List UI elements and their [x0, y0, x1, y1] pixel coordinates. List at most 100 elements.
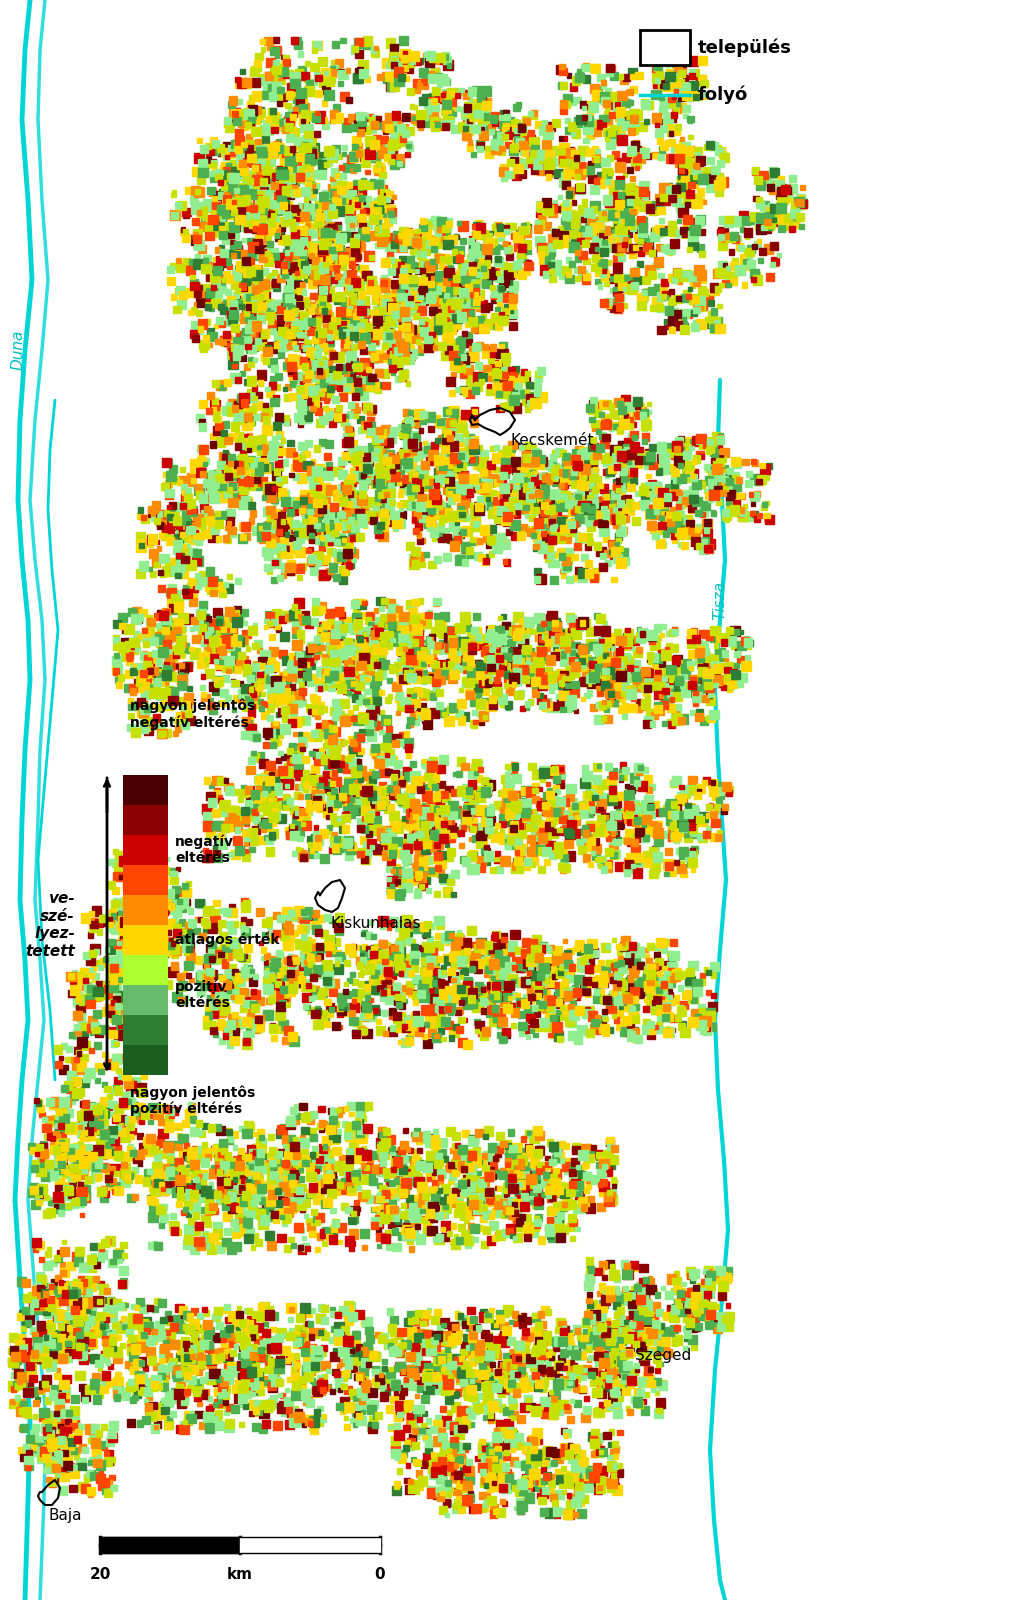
Bar — [726, 478, 733, 485]
Bar — [451, 339, 455, 344]
Bar — [610, 72, 617, 80]
Bar — [390, 139, 396, 146]
Bar — [74, 1427, 79, 1432]
Bar — [507, 1163, 512, 1168]
Bar — [497, 491, 503, 498]
Bar — [480, 949, 485, 954]
Bar — [117, 1323, 121, 1326]
Bar — [95, 1430, 102, 1437]
Bar — [327, 234, 336, 243]
Bar — [484, 782, 492, 790]
Bar — [326, 979, 334, 987]
Bar — [603, 456, 608, 462]
Bar — [323, 654, 332, 664]
Bar — [673, 512, 681, 520]
Bar — [499, 1445, 504, 1451]
Bar — [218, 680, 223, 685]
Bar — [546, 533, 553, 541]
Bar — [614, 966, 623, 974]
Bar — [208, 203, 215, 211]
Bar — [227, 187, 231, 190]
Bar — [629, 456, 634, 462]
Bar — [233, 208, 241, 216]
Bar — [544, 678, 551, 686]
Bar — [275, 814, 282, 821]
Bar — [602, 269, 606, 274]
Bar — [600, 246, 608, 253]
Bar — [287, 126, 292, 133]
Bar — [709, 322, 715, 328]
Bar — [220, 637, 229, 646]
Bar — [511, 403, 521, 413]
Bar — [678, 986, 683, 990]
Bar — [318, 374, 326, 382]
Bar — [228, 184, 236, 190]
Bar — [383, 744, 391, 752]
Bar — [380, 458, 389, 467]
Bar — [329, 570, 333, 574]
Bar — [387, 1309, 393, 1315]
Bar — [188, 920, 196, 926]
Bar — [605, 274, 611, 280]
Bar — [614, 802, 622, 808]
Bar — [171, 190, 176, 194]
Bar — [589, 122, 596, 128]
Bar — [462, 1130, 469, 1138]
Bar — [515, 130, 522, 136]
Bar — [616, 950, 623, 955]
Bar — [660, 466, 669, 474]
Bar — [485, 238, 495, 246]
Bar — [610, 507, 616, 514]
Bar — [413, 1178, 421, 1186]
Bar — [93, 1106, 102, 1114]
Bar — [698, 174, 709, 184]
Bar — [488, 994, 494, 998]
Bar — [577, 958, 587, 968]
Bar — [538, 246, 547, 256]
Bar — [426, 1429, 430, 1434]
Bar — [373, 330, 382, 339]
Bar — [531, 1349, 539, 1357]
Bar — [615, 510, 623, 517]
Bar — [401, 654, 411, 664]
Bar — [80, 1352, 87, 1360]
Bar — [392, 952, 400, 960]
Bar — [543, 1006, 549, 1013]
Bar — [580, 621, 586, 626]
Bar — [240, 371, 245, 376]
Bar — [249, 106, 254, 110]
Bar — [421, 640, 426, 645]
Bar — [638, 765, 643, 770]
Bar — [624, 1294, 634, 1304]
Bar — [331, 229, 338, 237]
Bar — [444, 1480, 451, 1486]
Bar — [358, 973, 362, 976]
Bar — [664, 294, 669, 299]
Bar — [110, 1178, 116, 1184]
Bar — [428, 1467, 434, 1474]
Bar — [467, 637, 476, 646]
Bar — [293, 1342, 298, 1347]
Bar — [117, 994, 127, 1005]
Bar — [221, 1344, 230, 1352]
Bar — [471, 1350, 479, 1358]
Bar — [451, 978, 456, 982]
Bar — [67, 1464, 74, 1472]
Bar — [462, 683, 466, 686]
Bar — [282, 1198, 286, 1202]
Bar — [255, 675, 262, 683]
Bar — [202, 526, 207, 531]
Bar — [271, 299, 280, 307]
Bar — [472, 85, 482, 96]
Bar — [737, 512, 743, 517]
Bar — [416, 517, 426, 526]
Bar — [572, 1450, 577, 1454]
Bar — [488, 998, 496, 1005]
Bar — [601, 98, 609, 104]
Bar — [493, 1451, 499, 1458]
Bar — [85, 1262, 92, 1269]
Bar — [313, 1152, 318, 1157]
Bar — [534, 1374, 540, 1379]
Bar — [587, 403, 594, 411]
Bar — [764, 205, 772, 213]
